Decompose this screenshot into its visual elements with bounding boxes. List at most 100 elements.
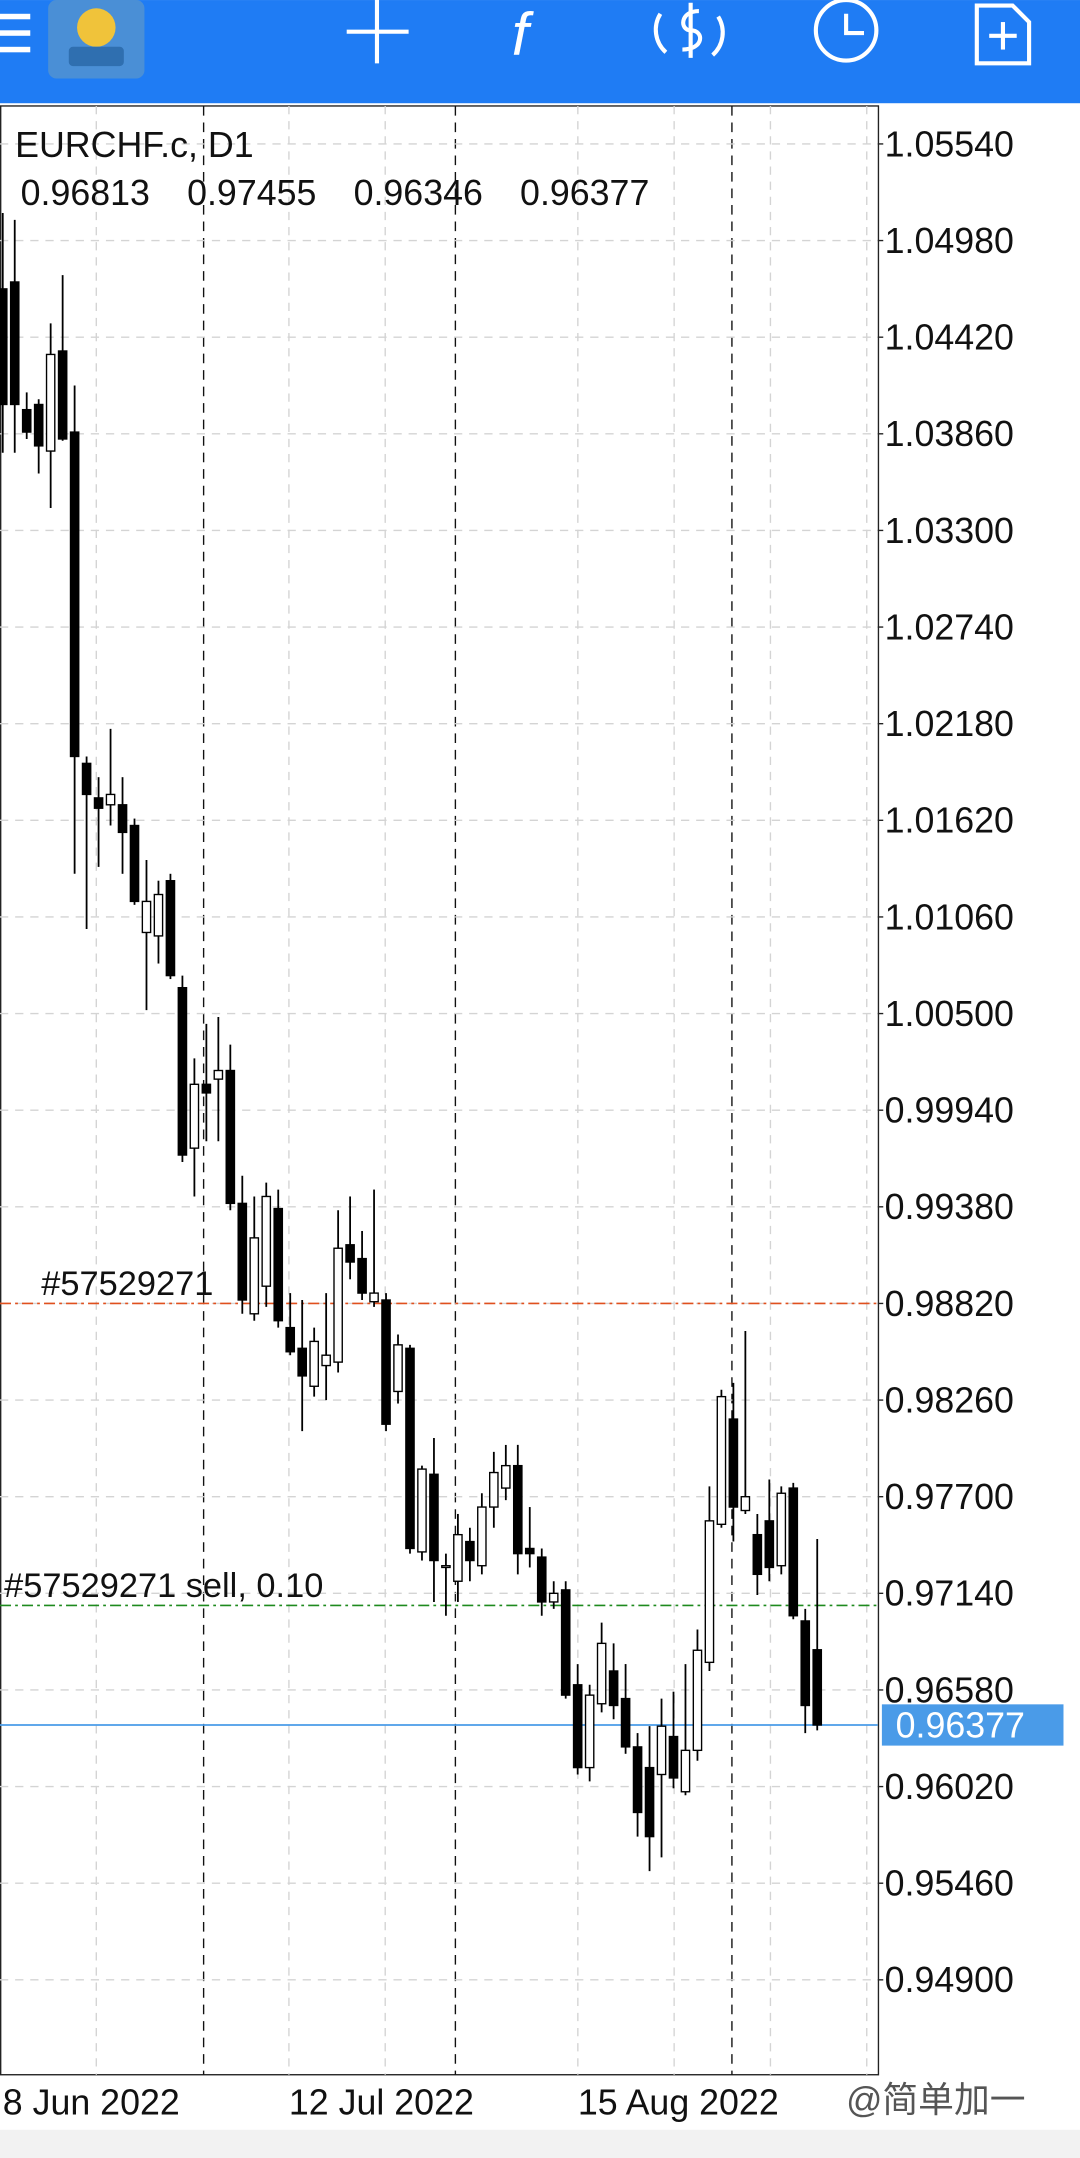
- candle-body: [584, 1694, 595, 1769]
- period-separators: [202, 105, 733, 2075]
- candle-body: [417, 1468, 427, 1553]
- candle-body: [728, 1418, 739, 1508]
- candle-body: [0, 288, 8, 406]
- candle-body: [225, 1069, 236, 1205]
- candle-body: [345, 1244, 355, 1263]
- candle-body: [9, 281, 20, 406]
- candle-body: [788, 1487, 799, 1617]
- y-tick-label: 0.94900: [885, 1960, 1014, 2000]
- y-tick-label: 1.04420: [885, 318, 1014, 358]
- candle-body: [321, 1354, 331, 1367]
- candle-body: [716, 1395, 727, 1525]
- candle-body: [297, 1347, 308, 1377]
- new-order-button[interactable]: [974, 3, 1032, 66]
- candle-body: [680, 1749, 691, 1793]
- candle-body: [656, 1725, 667, 1776]
- candle-body: [369, 1292, 379, 1303]
- candle-body: [21, 408, 32, 433]
- y-tick-label: 1.03860: [885, 414, 1014, 454]
- candle-body: [405, 1347, 415, 1550]
- candle-body: [512, 1464, 523, 1555]
- candle-body: [261, 1195, 272, 1287]
- order-label: #57529271 sell, 0.10: [4, 1567, 323, 1605]
- toolbar: [0, 0, 1080, 104]
- history-button[interactable]: [813, 0, 879, 63]
- candle-body: [381, 1299, 391, 1425]
- candle-body: [45, 353, 56, 452]
- order-label: #57529271: [41, 1265, 213, 1303]
- bottom-bar: [0, 2129, 1080, 2158]
- candle-body: [524, 1547, 535, 1555]
- candle-body: [776, 1492, 787, 1567]
- candle-body: [429, 1473, 439, 1562]
- candle-body: [309, 1340, 319, 1387]
- crosshair-button[interactable]: [346, 0, 409, 64]
- candle-body: [333, 1247, 343, 1363]
- candle-body: [189, 1083, 200, 1149]
- y-tick-label: 0.95460: [885, 1864, 1014, 1904]
- y-tick-label: 0.96020: [885, 1767, 1014, 1807]
- candle-body: [644, 1766, 655, 1838]
- ohlc-header: 0.96813 0.97455 0.96346 0.96377: [21, 173, 650, 213]
- trade-button[interactable]: [653, 2, 725, 58]
- ohlc-value: 0.96346: [354, 173, 483, 213]
- levels: [0, 1302, 878, 1726]
- candle-body: [105, 793, 116, 806]
- app-logo[interactable]: [48, 0, 145, 79]
- symbol-title: EURCHF.c, D1: [15, 125, 253, 165]
- y-tick-label: 0.99940: [885, 1091, 1014, 1131]
- y-tick-label: 1.01060: [885, 897, 1014, 937]
- candle-body: [800, 1620, 811, 1707]
- candle-body: [213, 1069, 224, 1080]
- candle-body: [201, 1083, 212, 1094]
- ohlc-value: 0.96377: [520, 173, 649, 213]
- candle-body: [596, 1642, 607, 1705]
- candle-body: [357, 1257, 367, 1294]
- candle-body: [141, 900, 152, 934]
- candle-body: [548, 1592, 559, 1603]
- candle-body: [477, 1506, 487, 1567]
- candle-body: [692, 1649, 703, 1752]
- candle-body: [500, 1464, 511, 1489]
- candle-body: [752, 1533, 763, 1576]
- watermark: @简单加一: [846, 2080, 1025, 2120]
- x-tick-label: 12 Jul 2022: [289, 2083, 474, 2123]
- y-tick-label: 1.00500: [885, 994, 1014, 1034]
- candle-body: [129, 824, 140, 903]
- candle-body: [165, 880, 176, 977]
- candle-body: [237, 1202, 248, 1301]
- y-tick-label: 1.03300: [885, 511, 1014, 551]
- y-tick-label: 0.98260: [885, 1380, 1014, 1420]
- candle-body: [273, 1207, 284, 1322]
- candle-body: [764, 1520, 775, 1569]
- candle-body: [441, 1565, 451, 1569]
- candle-body: [249, 1237, 260, 1315]
- candle-body: [704, 1520, 715, 1664]
- candle-body: [465, 1540, 475, 1562]
- candle-body: [620, 1697, 631, 1748]
- candle-body: [69, 431, 80, 758]
- y-tick-label: 1.01620: [885, 801, 1014, 841]
- candle-body: [393, 1344, 403, 1393]
- candle-body: [117, 804, 128, 834]
- y-tick-label: 0.97700: [885, 1477, 1014, 1517]
- candle-body: [489, 1471, 499, 1508]
- candle-body: [33, 403, 44, 447]
- labels: 1.05540 1.04980 1.04420 1.03860 1.03300 1.027…: [3, 124, 1064, 2123]
- candle-body: [560, 1589, 571, 1696]
- candle-body: [608, 1670, 619, 1707]
- candle-body: [453, 1533, 463, 1582]
- y-tick-label: 1.02180: [885, 704, 1014, 744]
- candle-body: [93, 797, 104, 809]
- candle-body: [153, 893, 164, 937]
- candle-body: [536, 1556, 547, 1603]
- bid-label: 0.96377: [896, 1705, 1025, 1745]
- candle-body: [668, 1735, 679, 1779]
- bid-label-box: [881, 1704, 1064, 1746]
- plot-frame: [0, 105, 880, 2076]
- y-tick-label: 0.98820: [885, 1284, 1014, 1324]
- candle-body: [57, 350, 68, 440]
- menu-button[interactable]: [0, 13, 31, 53]
- candles: [0, 212, 823, 1872]
